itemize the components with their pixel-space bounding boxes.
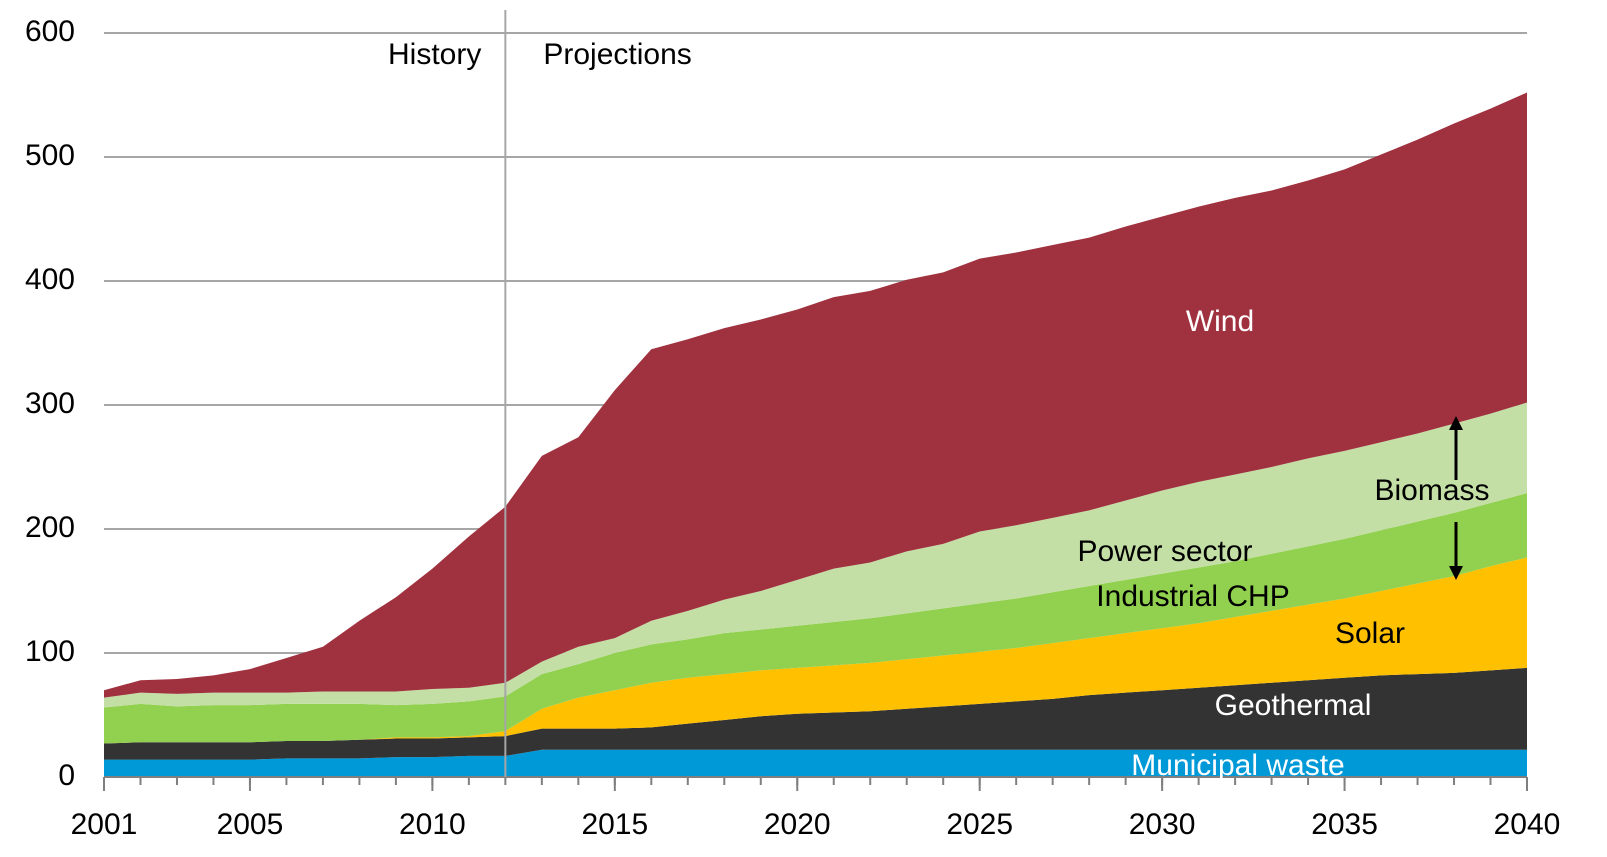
- area: [104, 667, 1527, 760]
- x-tick-label: 2010: [399, 808, 466, 841]
- series-label: Power sector: [1077, 535, 1252, 568]
- series-label: Solar: [1335, 617, 1405, 650]
- x-tick-label: 2040: [1494, 808, 1561, 841]
- y-tick-label: 200: [25, 511, 75, 544]
- series-label: Geothermal: [1215, 689, 1372, 722]
- x-tick-label: 2015: [581, 808, 648, 841]
- series-label: Municipal waste: [1131, 749, 1344, 782]
- y-tick-label: 600: [25, 15, 75, 48]
- y-tick-label: 100: [25, 635, 75, 668]
- y-tick-label: 400: [25, 263, 75, 296]
- area: [104, 402, 1527, 708]
- arrow-head: [1449, 566, 1463, 580]
- x-tick-label: 2035: [1311, 808, 1378, 841]
- area: [104, 92, 1527, 698]
- area: [104, 749, 1527, 777]
- series-label: Wind: [1186, 305, 1254, 338]
- y-tick-label: 300: [25, 387, 75, 420]
- series-label: Industrial CHP: [1096, 580, 1289, 613]
- x-tick-label: 2030: [1129, 808, 1196, 841]
- arrow-head: [1449, 416, 1463, 430]
- area: [104, 493, 1527, 744]
- annotation: History: [388, 38, 481, 71]
- y-tick-label: 0: [58, 759, 75, 792]
- y-tick-label: 500: [25, 139, 75, 172]
- area: [104, 557, 1527, 744]
- x-tick-label: 2020: [764, 808, 831, 841]
- annotation: Biomass: [1374, 474, 1489, 507]
- x-tick-label: 2001: [71, 808, 138, 841]
- x-tick-label: 2005: [217, 808, 284, 841]
- annotation: Projections: [543, 38, 691, 71]
- x-tick-label: 2025: [946, 808, 1013, 841]
